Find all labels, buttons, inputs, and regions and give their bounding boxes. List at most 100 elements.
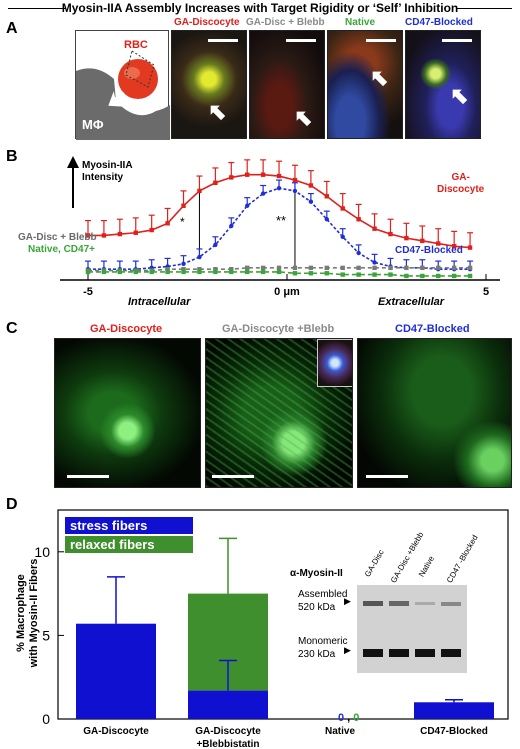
lane-label-2: GA-Disc +Blebb	[389, 530, 426, 585]
data-point	[356, 250, 361, 256]
data-point	[420, 238, 425, 244]
data-point	[276, 186, 282, 191]
legend-swatch-stress	[65, 517, 193, 534]
data-point	[213, 242, 218, 248]
significance-star-2: **	[276, 213, 287, 228]
data-point	[340, 272, 345, 277]
plot-frame	[57, 509, 509, 720]
data-point	[308, 265, 314, 271]
data-point	[101, 233, 107, 238]
native-zero-label: 0 , 0	[338, 712, 360, 724]
image-label-ga-disc-blebb: GA-Disc + Blebb	[246, 17, 325, 28]
data-point	[165, 269, 170, 275]
scale-bar	[67, 475, 109, 478]
data-point	[388, 265, 393, 271]
band-label-monomeric: Monomeric 230 kDa	[298, 636, 348, 660]
category-label: CD47-Blocked	[420, 726, 488, 737]
category-label: GA-Discocyte	[195, 726, 261, 737]
band-monomeric-2	[389, 649, 409, 657]
data-point	[404, 265, 409, 271]
data-point	[260, 191, 266, 196]
data-point	[404, 235, 409, 241]
series-label-ga-disc-blebb: GA-Disc + Blebb	[18, 232, 97, 243]
panel-label-c: C	[6, 320, 18, 337]
figure-title: Myosin-IIA Assembly Increases with Targe…	[0, 0, 520, 16]
series-label-cd47-blocked: CD47-Blocked	[395, 245, 463, 256]
myosin-line-chart: -5 0 μm 5	[60, 159, 500, 298]
series-line	[88, 187, 471, 270]
title-rule-right	[456, 8, 512, 9]
micrograph-c-cd47-blocked	[357, 338, 512, 488]
data-point	[324, 265, 329, 271]
data-point	[356, 265, 361, 271]
data-point	[245, 265, 250, 271]
data-point	[308, 271, 314, 276]
data-point	[388, 272, 393, 277]
c-label-ga-disc-blebb: GA-Discocyte +Blebb	[222, 323, 335, 335]
data-point	[404, 273, 409, 279]
data-point	[372, 272, 377, 277]
data-point	[308, 199, 314, 204]
data-point	[197, 188, 202, 194]
y-tick-label: 5	[42, 627, 50, 643]
band-label-assembled: Assembled 520 kDa	[298, 589, 348, 613]
schematic-drawing	[76, 50, 170, 140]
data-point	[165, 221, 170, 226]
data-point	[467, 245, 473, 250]
data-point	[340, 234, 345, 239]
band-monomeric-1	[363, 649, 383, 657]
data-point	[436, 241, 441, 246]
data-point	[292, 265, 298, 271]
band-assembled-4	[441, 602, 461, 606]
western-lane-labels: GA-Disc GA-Disc +Blebb Native CD47 -Bloc…	[357, 530, 480, 585]
data-point	[197, 254, 202, 260]
band-monomeric-4	[441, 649, 461, 657]
inset-image	[317, 339, 352, 387]
band-arrow-monomeric-icon: ▶	[344, 645, 351, 655]
figure-title-text: Myosin-IIA Assembly Increases with Targe…	[61, 1, 459, 15]
xlabel-extracellular: Extracellular	[378, 296, 445, 308]
data-point	[229, 269, 234, 275]
x-tick-label: 5	[483, 286, 489, 298]
lane-label-4: CD47 -Blocked	[445, 533, 480, 585]
western-title: α-Myosin-II	[290, 568, 343, 579]
scale-bar	[366, 475, 408, 478]
data-point	[197, 267, 202, 272]
image-label-native: Native	[345, 17, 376, 28]
scale-bar	[442, 39, 472, 42]
data-point	[245, 203, 250, 208]
band-assembled-1	[363, 601, 383, 606]
data-point	[260, 269, 266, 275]
data-point	[436, 273, 441, 279]
data-point	[181, 261, 186, 266]
arrow-icon: ⬉	[208, 99, 227, 124]
data-point	[292, 188, 298, 194]
panel-label-a: A	[6, 20, 18, 37]
x-tick-label: -5	[83, 286, 93, 298]
series-label-ga-discocyte: GA- Discocyte	[437, 172, 485, 195]
data-point	[372, 265, 377, 271]
y-tick-label: 0	[42, 711, 50, 727]
panel-label-b: B	[6, 148, 18, 165]
data-point	[149, 269, 154, 275]
data-point	[229, 175, 234, 180]
data-point	[451, 265, 457, 271]
micrograph-a-cd47-blocked: ⬉	[405, 30, 481, 139]
data-point	[451, 244, 457, 249]
category-label: GA-Discocyte	[83, 726, 149, 737]
up-arrow-icon	[67, 156, 79, 208]
xlabel-intracellular: Intracellular	[128, 296, 191, 308]
c-label-ga-discocyte: GA-Discocyte	[90, 323, 163, 335]
band-arrow-assembled-icon: ▶	[344, 596, 351, 606]
arrow-icon: ⬉	[450, 83, 469, 108]
legend-label-stress: stress fibers	[70, 518, 148, 533]
data-point	[85, 269, 91, 275]
micrograph-c-ga-disc-blebb	[205, 338, 353, 488]
data-point	[165, 267, 170, 272]
data-point	[117, 231, 123, 237]
arrow-icon: ⬉	[370, 65, 389, 90]
data-point	[229, 223, 234, 229]
data-point	[467, 265, 473, 271]
scale-bar	[286, 39, 316, 42]
data-point	[181, 203, 186, 208]
